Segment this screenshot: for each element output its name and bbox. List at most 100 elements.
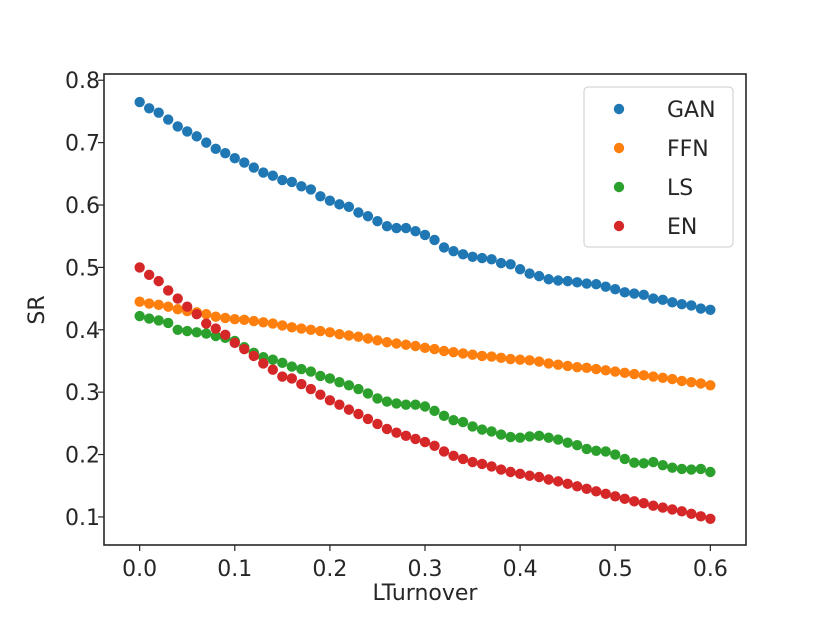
point-gan-36 xyxy=(476,252,488,264)
point-ffn-53 xyxy=(638,370,649,381)
point-gan-7 xyxy=(201,137,212,148)
point-gan-47 xyxy=(581,278,592,289)
point-ffn-28 xyxy=(400,339,412,350)
point-ffn-3 xyxy=(163,301,174,312)
point-ls-45 xyxy=(562,437,573,448)
point-en-6 xyxy=(191,308,202,320)
point-gan-44 xyxy=(552,275,564,286)
point-ffn-45 xyxy=(562,360,573,372)
point-en-53 xyxy=(638,498,649,509)
x-tick-label: 0.3 xyxy=(408,557,443,582)
point-ls-17 xyxy=(296,363,307,375)
point-gan-53 xyxy=(638,289,649,301)
point-gan-14 xyxy=(267,170,279,181)
legend-marker-en xyxy=(613,220,625,232)
point-ls-48 xyxy=(591,445,602,456)
legend-label-ls: LS xyxy=(667,176,693,201)
point-ffn-12 xyxy=(248,315,259,327)
point-ffn-22 xyxy=(343,330,355,341)
point-en-45 xyxy=(562,478,573,490)
point-gan-19 xyxy=(315,191,326,202)
point-en-60 xyxy=(705,513,716,524)
legend-marker-gan xyxy=(613,103,625,115)
point-ffn-41 xyxy=(524,355,535,366)
point-ffn-50 xyxy=(610,366,621,377)
y-tick-label: 0.8 xyxy=(65,69,100,94)
point-gan-42 xyxy=(533,270,545,282)
point-ffn-21 xyxy=(334,328,345,340)
y-tick-label: 0.2 xyxy=(65,444,100,469)
y-axis-label: SR xyxy=(25,295,50,324)
point-gan-33 xyxy=(448,245,459,257)
point-ls-52 xyxy=(629,457,640,468)
point-gan-46 xyxy=(571,277,583,288)
point-ls-20 xyxy=(324,373,336,384)
point-gan-28 xyxy=(400,222,412,234)
x-axis-label: LTurnover xyxy=(373,581,479,606)
point-en-1 xyxy=(143,269,155,281)
point-ls-43 xyxy=(543,432,554,443)
point-ls-36 xyxy=(476,424,488,435)
point-ffn-13 xyxy=(258,317,269,328)
x-tick-label: 0.6 xyxy=(693,557,728,582)
y-tick-label: 0.7 xyxy=(65,132,100,157)
point-ls-31 xyxy=(429,405,440,417)
point-gan-5 xyxy=(182,126,193,137)
point-gan-56 xyxy=(667,297,678,308)
point-ls-56 xyxy=(667,462,678,473)
y-tick-label: 0.1 xyxy=(65,506,100,531)
point-en-17 xyxy=(296,378,307,390)
point-gan-55 xyxy=(657,294,668,306)
point-en-27 xyxy=(391,427,402,438)
point-ls-58 xyxy=(686,464,697,475)
point-gan-41 xyxy=(524,268,535,279)
point-gan-1 xyxy=(143,103,155,114)
point-ffn-24 xyxy=(362,333,374,344)
point-gan-45 xyxy=(562,275,573,287)
point-ls-47 xyxy=(581,443,592,455)
point-ffn-17 xyxy=(296,323,307,334)
point-gan-11 xyxy=(239,157,250,168)
point-ls-5 xyxy=(182,325,193,337)
point-en-58 xyxy=(686,508,697,520)
point-ffn-55 xyxy=(657,372,668,384)
point-ls-55 xyxy=(657,459,668,471)
point-ls-15 xyxy=(277,357,288,369)
point-gan-39 xyxy=(505,259,516,270)
point-gan-38 xyxy=(495,257,507,269)
point-gan-37 xyxy=(486,254,497,265)
point-en-43 xyxy=(543,474,554,485)
point-gan-23 xyxy=(353,207,364,218)
legend: GAN FFN LS EN xyxy=(583,86,734,248)
point-en-30 xyxy=(419,436,431,448)
point-ffn-31 xyxy=(429,343,440,355)
point-en-22 xyxy=(343,404,355,415)
point-ls-54 xyxy=(648,456,659,468)
point-ls-24 xyxy=(362,388,374,399)
point-gan-10 xyxy=(229,153,240,164)
point-en-55 xyxy=(657,502,668,513)
point-ffn-18 xyxy=(305,324,317,335)
y-tick-label: 0.6 xyxy=(65,194,100,219)
point-ls-22 xyxy=(343,380,355,391)
point-ls-51 xyxy=(619,453,630,465)
point-gan-25 xyxy=(372,216,383,227)
x-tick-label: 0.1 xyxy=(217,557,252,582)
point-ls-25 xyxy=(372,393,383,404)
point-ls-44 xyxy=(552,434,564,445)
point-en-7 xyxy=(201,318,212,329)
point-ls-46 xyxy=(571,439,583,451)
point-en-32 xyxy=(438,446,450,457)
point-en-42 xyxy=(533,471,545,483)
point-en-2 xyxy=(153,275,164,287)
point-ffn-23 xyxy=(353,331,364,342)
point-gan-32 xyxy=(438,242,450,253)
point-en-12 xyxy=(248,350,259,362)
series-gan xyxy=(134,96,716,316)
point-ls-7 xyxy=(201,328,212,339)
point-ls-2 xyxy=(153,315,164,326)
point-en-59 xyxy=(695,511,707,522)
point-gan-2 xyxy=(153,107,164,118)
point-ffn-2 xyxy=(153,299,164,311)
point-ffn-16 xyxy=(286,322,298,333)
